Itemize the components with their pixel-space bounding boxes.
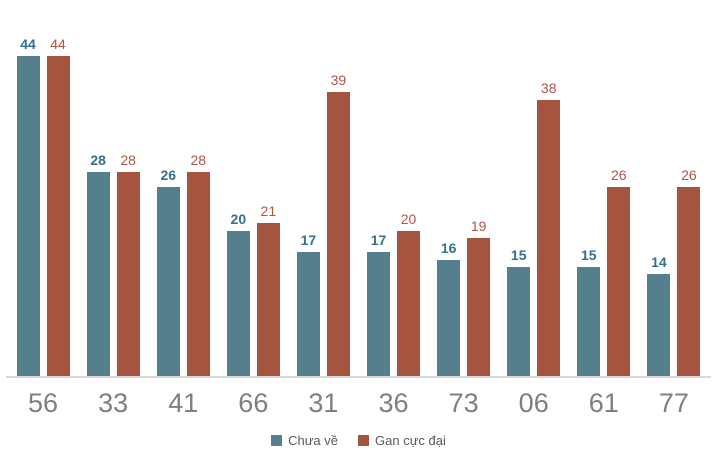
bar-column: 20 — [226, 211, 250, 376]
bar-column: 15 — [577, 247, 601, 376]
bar-gan-cực-đại — [186, 172, 210, 376]
bar-value-label: 15 — [581, 247, 597, 263]
bar-gan-cực-đại — [256, 223, 280, 376]
bar-column: 44 — [16, 36, 40, 376]
bar-value-label: 44 — [50, 36, 66, 52]
x-axis-tick-label: 33 — [98, 388, 129, 418]
bar-value-label: 20 — [230, 211, 247, 227]
bar-value-label: 14 — [651, 254, 667, 270]
bar-chưa-về — [156, 187, 180, 376]
x-axis-tick-label: 56 — [28, 388, 59, 418]
bar-group-06: 15 38 — [507, 80, 561, 376]
bar-value-label: 28 — [90, 152, 106, 168]
legend-item: Gan cực đại — [358, 433, 446, 448]
bar-value-label: 38 — [540, 80, 557, 96]
bar-chưa-về — [577, 267, 601, 376]
bar-chưa-về — [647, 274, 671, 376]
legend-swatch-icon — [358, 435, 370, 446]
x-axis-tick-label: 41 — [168, 388, 199, 418]
bar-group-61: 15 26 — [577, 167, 631, 376]
bar-group-77: 14 26 — [647, 167, 701, 376]
bar-group-73: 16 19 — [437, 218, 491, 376]
bar-value-label: 39 — [330, 72, 347, 88]
plot-area: 44 44 28 28 26 28 20 21 17 39 17 20 16 19 15 38 15 26 14 26 — [8, 0, 709, 376]
x-axis-tick-label: 66 — [238, 388, 269, 418]
bar-gan-cực-đại — [467, 238, 491, 376]
legend-label: Gan cực đại — [375, 433, 446, 448]
bar-chưa-về — [226, 231, 250, 376]
bar-chưa-về — [437, 260, 461, 376]
bar-column: 20 — [397, 211, 421, 376]
bar-column: 14 — [647, 254, 671, 376]
bar-gan-cực-đại — [326, 92, 350, 376]
bar-column: 15 — [507, 247, 531, 376]
bar-group-41: 26 28 — [156, 152, 210, 376]
x-axis-tick-label: 61 — [588, 388, 619, 418]
bar-group-36: 17 20 — [367, 211, 421, 376]
x-axis-labels: 56 33 41 66 31 36 73 06 61 77 — [8, 388, 709, 419]
bar-group-56: 44 44 — [16, 36, 70, 376]
bar-value-label: 44 — [20, 36, 36, 52]
bar-column: 38 — [537, 80, 561, 376]
bar-group-31: 17 39 — [296, 72, 350, 376]
bar-column: 21 — [256, 203, 280, 376]
x-axis-line — [6, 376, 711, 378]
bar-value-label: 21 — [260, 203, 277, 219]
bar-gan-cực-đại — [46, 56, 70, 376]
bar-value-label: 17 — [370, 232, 387, 248]
bar-value-label: 15 — [510, 247, 527, 263]
x-axis-tick-label: 36 — [378, 388, 409, 418]
bar-chưa-về — [507, 267, 531, 376]
bar-column: 17 — [296, 232, 320, 376]
x-axis-tick-label: 06 — [518, 388, 549, 418]
bar-value-label: 26 — [681, 167, 697, 183]
bar-value-label: 26 — [611, 167, 627, 183]
bar-gan-cực-đại — [397, 231, 421, 376]
bar-value-label: 26 — [160, 167, 177, 183]
bar-column: 19 — [467, 218, 491, 376]
bar-value-label: 16 — [440, 240, 457, 256]
bar-gan-cực-đại — [607, 187, 631, 376]
x-axis-tick-label: 77 — [658, 388, 689, 418]
bar-column: 28 — [116, 152, 140, 376]
bar-chưa-về — [16, 56, 40, 376]
bar-column: 28 — [186, 152, 210, 376]
bar-column: 26 — [607, 167, 631, 376]
bar-column: 16 — [437, 240, 461, 376]
legend-item: Chưa về — [271, 433, 338, 448]
legend-label: Chưa về — [288, 433, 339, 448]
bar-chưa-về — [86, 172, 110, 376]
legend: Chưa về Gan cực đại — [0, 433, 717, 448]
bar-gan-cực-đại — [677, 187, 701, 376]
bar-value-label: 17 — [300, 232, 317, 248]
legend-swatch-icon — [271, 435, 283, 446]
bar-column: 26 — [677, 167, 701, 376]
bar-gan-cực-đại — [537, 100, 561, 376]
bar-chưa-về — [296, 252, 320, 376]
x-axis-tick-label: 73 — [448, 388, 479, 418]
bar-group-66: 20 21 — [226, 203, 280, 376]
bar-column: 26 — [156, 167, 180, 376]
x-axis-tick-label: 31 — [308, 388, 339, 418]
bar-column: 44 — [46, 36, 70, 376]
bar-gan-cực-đại — [116, 172, 140, 376]
bar-group-33: 28 28 — [86, 152, 140, 376]
bar-chưa-về — [367, 252, 391, 376]
bar-column: 28 — [86, 152, 110, 376]
bar-column: 17 — [367, 232, 391, 376]
bar-value-label: 19 — [470, 218, 487, 234]
bar-value-label: 28 — [120, 152, 136, 168]
bar-value-label: 28 — [190, 152, 207, 168]
bar-column: 39 — [326, 72, 350, 376]
bar-value-label: 20 — [400, 211, 417, 227]
